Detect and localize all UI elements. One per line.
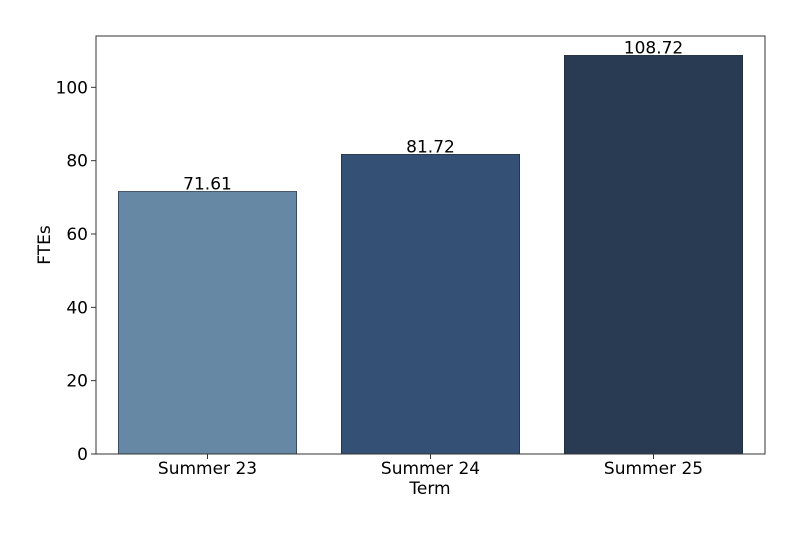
y-tick-label: 60 — [66, 225, 88, 245]
y-axis: 0 20 40 60 80 100 — [56, 78, 96, 465]
y-tick-label: 100 — [56, 78, 88, 98]
y-tick-label: 20 — [66, 372, 88, 392]
y-tick-label: 40 — [66, 298, 88, 318]
y-axis-title: FTEs — [35, 225, 55, 265]
bar — [340, 154, 520, 455]
x-axis-title: Term — [408, 479, 450, 499]
x-tick-label: Summer 25 — [604, 459, 703, 479]
bars-group — [118, 55, 743, 455]
bar-value-label: 71.61 — [183, 174, 232, 194]
bar-value-label: 108.72 — [624, 38, 683, 58]
bar — [563, 55, 743, 455]
bar — [118, 191, 297, 455]
y-tick-label: 80 — [66, 152, 88, 172]
x-tick-label: Summer 23 — [158, 459, 257, 479]
y-tick-label: 0 — [77, 445, 88, 465]
x-tick-label: Summer 24 — [381, 459, 480, 479]
data-labels-group: 71.61 81.72 108.72 — [183, 38, 683, 194]
bar-value-label: 81.72 — [406, 137, 455, 157]
x-axis: Summer 23 Summer 24 Summer 25 — [158, 454, 703, 479]
